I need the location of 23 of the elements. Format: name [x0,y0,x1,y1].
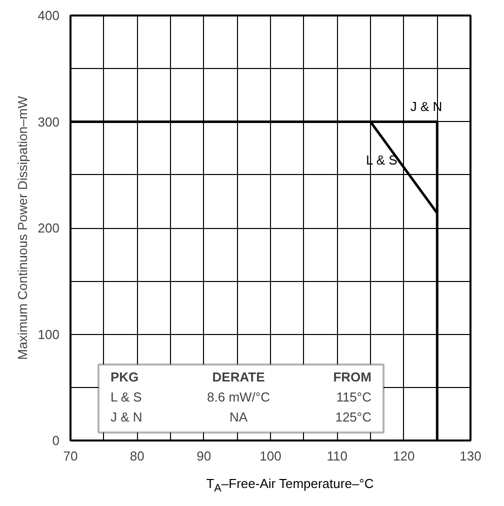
annotation: DERATE [212,370,266,384]
x-tick-label: 120 [392,448,415,464]
x-tick-label: 80 [130,448,144,464]
x-tick-label: 70 [63,448,78,464]
y-tick-label: 100 [38,326,60,342]
y-tick-label: 200 [38,220,60,236]
x-tick-label: 100 [260,448,282,464]
annotation: L & S [110,390,142,404]
x-tick-label: 110 [326,448,348,464]
annotation: NA [229,410,248,424]
annotation: J & N [110,410,142,424]
x-axis-title: T$_{A}$–Free-Air Temperature–°C [206,475,374,497]
x-tick-label: 90 [196,448,212,464]
y-tick-label: 0 [52,433,60,448]
annotation: PKG [110,370,139,384]
annotation: 8.6 mW/°C [207,390,270,404]
annotation: 125°C [335,410,372,424]
annotation: FROM [333,370,372,384]
y-tick-label: 300 [38,114,60,130]
y-axis-title: Maximum Continuous Power Dissipation–mW [14,95,30,360]
annotation: 115°C [336,390,372,404]
x-tick-label: 130 [460,448,482,464]
y-tick-label: 400 [38,8,60,23]
